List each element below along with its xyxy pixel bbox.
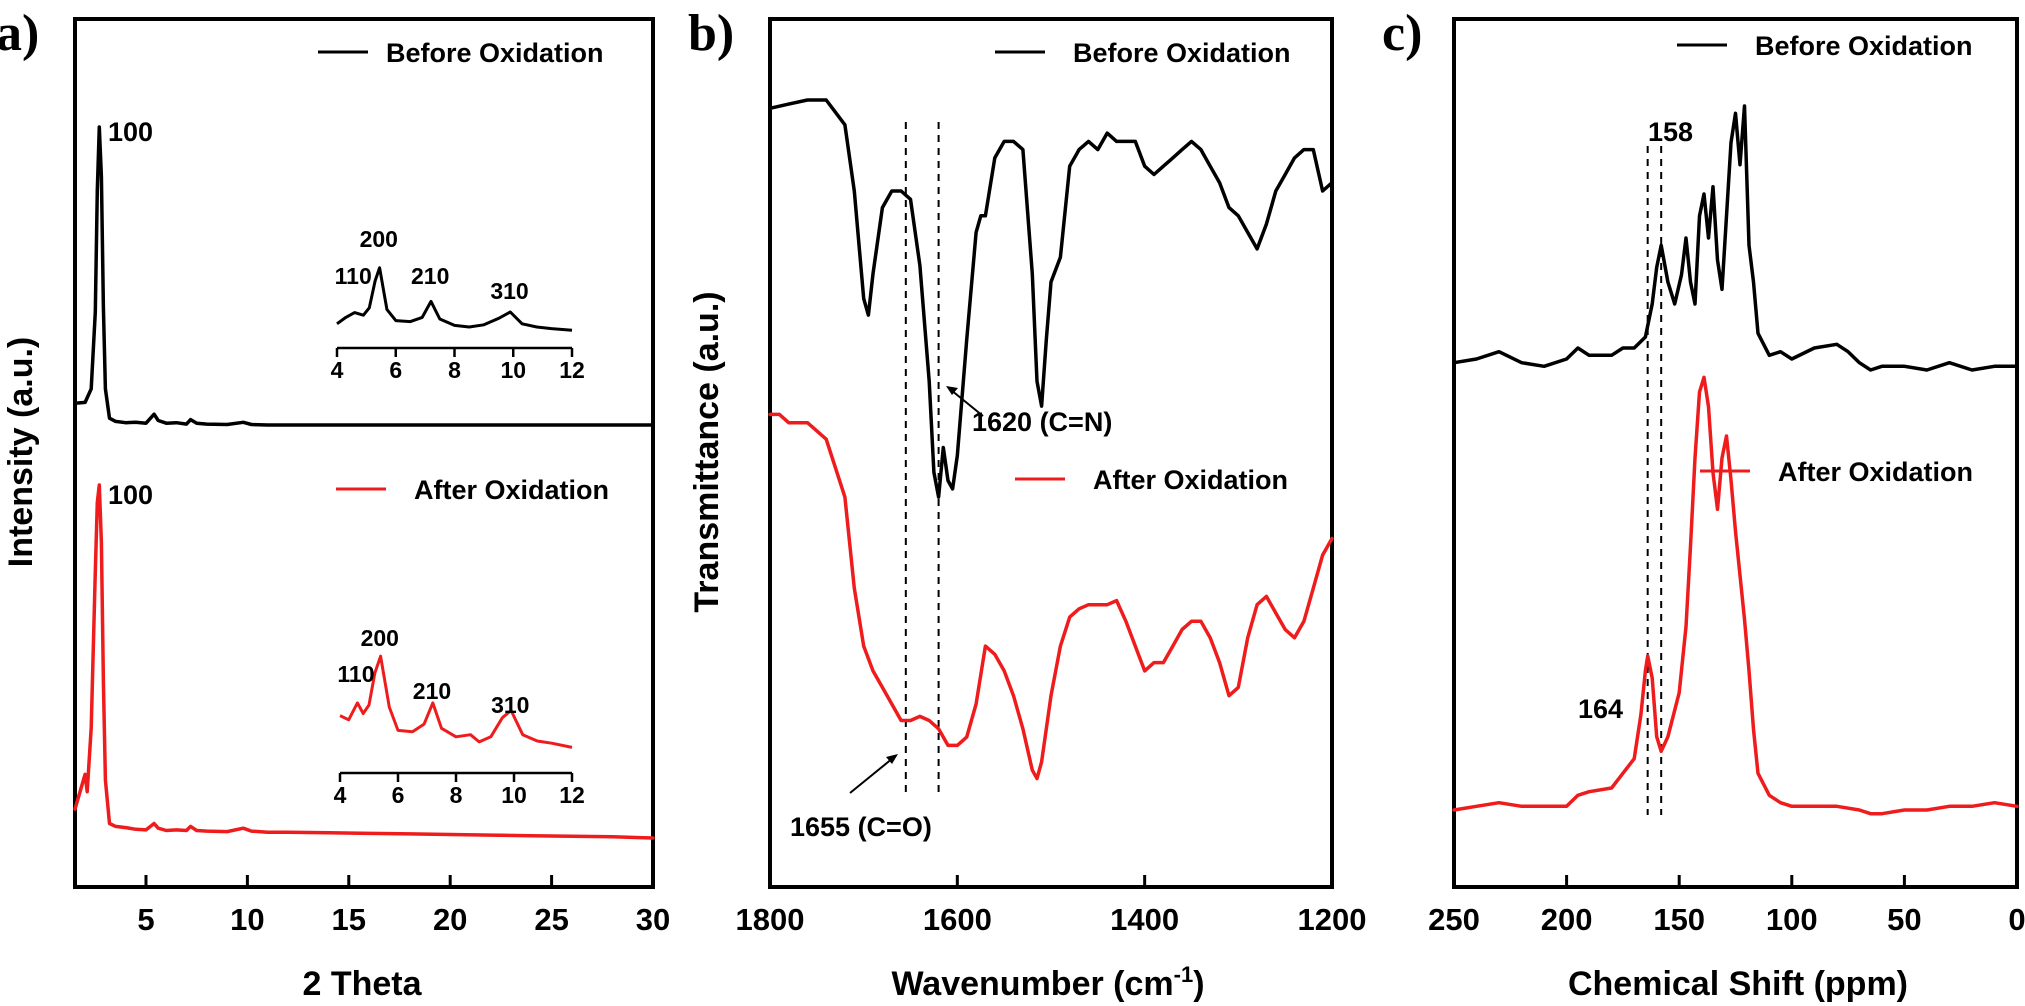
panel-a-y-axis-label: Intensity (a.u.) (2, 337, 40, 567)
panel-c: c) 250 200 150 100 50 0 Chemical Shift (ppm) … (1382, 5, 2025, 1003)
inset-a-after-curve (339, 654, 573, 749)
annotation-1655-c-o: 1655 (C=O) (790, 812, 932, 842)
peak-label-a-before-100: 100 (108, 117, 153, 147)
panel-c-x-axis: 250 200 150 100 50 0 (1428, 875, 2025, 937)
series-a-after-oxidation (73, 483, 655, 840)
inset-a-before-curve (336, 266, 573, 332)
panel-a-x-axis-tick-label: 15 (332, 902, 366, 937)
annotation-1620-c-n: 1620 (C=N) (972, 407, 1112, 437)
inset-a-before-tick-label: 12 (559, 357, 585, 383)
legend-a-after-label: After Oxidation (414, 475, 609, 505)
series-c-before-oxidation (1452, 104, 2019, 372)
inset-a-before-tick-label: 6 (389, 357, 402, 383)
inset-a-after-tick-label: 6 (392, 782, 405, 808)
panel-c-x-axis-tick-label: 150 (1653, 902, 1705, 937)
panel-c-x-axis-tick-label: 0 (2008, 902, 2025, 937)
inset-a-after-peak-110: 110 (337, 661, 374, 687)
arrow-1655-line (849, 757, 894, 794)
inset-a-after-peak-210: 210 (413, 678, 451, 704)
panel-b: b) 1800 1600 1400 1200 Wavenumber (cm-1) Tr… (688, 5, 1366, 1003)
legend-c-after-label: After Oxidation (1778, 457, 1973, 487)
panel-a-x-axis: 5 10 15 20 25 30 (137, 875, 670, 937)
inset-a-after-peak-310: 310 (491, 692, 529, 718)
legend-c-before-label: Before Oxidation (1755, 31, 1973, 61)
panel-b-x-axis-tick-label: 1800 (736, 902, 805, 937)
peak-label-158: 158 (1648, 117, 1693, 147)
panel-c-x-axis-tick-label: 50 (1887, 902, 1921, 937)
inset-a-after-peak-200: 200 (361, 625, 399, 651)
series-c-after-oxidation (1452, 375, 2019, 816)
arrow-1655-head (886, 754, 898, 764)
peak-label-164: 164 (1578, 694, 1623, 724)
inset-a-after: 4 6 8 10 12 110 200 210 310 (334, 625, 585, 808)
panel-b-label: b) (688, 5, 734, 62)
inset-a-before-tick-label: 10 (500, 357, 526, 383)
panel-b-frame (768, 17, 1334, 889)
legend-b-before-label: Before Oxidation (1073, 38, 1291, 68)
panel-a-x-axis-label: 2 Theta (302, 965, 422, 1003)
panel-b-x-axis-label: Wavenumber (cm-1) (891, 962, 1204, 1003)
panel-a-x-axis-tick-label: 25 (534, 902, 568, 937)
arrow-1620-head (946, 386, 958, 395)
inset-a-before: 4 6 8 10 12 110 200 210 310 (331, 226, 585, 383)
panel-c-frame (1452, 17, 2019, 889)
panel-c-x-axis-tick-label: 100 (1766, 902, 1818, 937)
panel-b-x-axis: 1800 1600 1400 1200 (736, 875, 1367, 937)
panel-b-x-axis-tick-label: 1400 (1110, 902, 1179, 937)
panel-b-x-axis-tick-label: 1600 (923, 902, 992, 937)
panel-a-x-axis-tick-label: 5 (137, 902, 154, 937)
inset-a-after-tick-label: 12 (559, 782, 585, 808)
inset-a-after-tick-label: 10 (501, 782, 527, 808)
arrow-1620-line (950, 389, 984, 417)
panel-b-x-axis-tick-label: 1200 (1298, 902, 1367, 937)
inset-a-after-axis: 4 6 8 10 12 (334, 771, 585, 808)
peak-label-a-after-100: 100 (108, 480, 153, 510)
panel-a-x-axis-tick-label: 30 (636, 902, 670, 937)
panel-a-label: a) (0, 5, 39, 62)
inset-a-before-tick-label: 4 (331, 357, 344, 383)
inset-a-after-tick-label: 4 (334, 782, 347, 808)
inset-a-before-peak-200: 200 (360, 226, 398, 252)
panel-c-label: c) (1382, 5, 1422, 62)
series-a-before-oxidation (73, 125, 655, 427)
panel-b-y-axis-label: Transmittance (a.u.) (688, 291, 726, 612)
panel-c-x-axis-tick-label: 200 (1541, 902, 1593, 937)
panel-a-x-axis-tick-label: 10 (230, 902, 264, 937)
panel-a-x-axis-tick-label: 20 (433, 902, 467, 937)
panel-c-x-axis-tick-label: 250 (1428, 902, 1480, 937)
panel-a-frame (73, 17, 655, 889)
inset-a-before-peak-210: 210 (411, 263, 449, 289)
inset-a-before-peak-310: 310 (490, 278, 528, 304)
panel-c-x-axis-label: Chemical Shift (ppm) (1568, 965, 1908, 1003)
inset-a-before-tick-label: 8 (448, 357, 461, 383)
panel-a: a) 5 10 15 20 25 30 2 Theta Intensity (a.u.) … (0, 5, 670, 1003)
inset-a-before-axis: 4 6 8 10 12 (331, 346, 585, 383)
series-b-before-oxidation (768, 98, 1334, 499)
inset-a-before-peak-110: 110 (335, 263, 372, 289)
legend-a-before-label: Before Oxidation (386, 38, 604, 68)
inset-a-after-tick-label: 8 (450, 782, 463, 808)
legend-b-after-label: After Oxidation (1093, 465, 1288, 495)
series-b-after-oxidation (768, 412, 1334, 781)
